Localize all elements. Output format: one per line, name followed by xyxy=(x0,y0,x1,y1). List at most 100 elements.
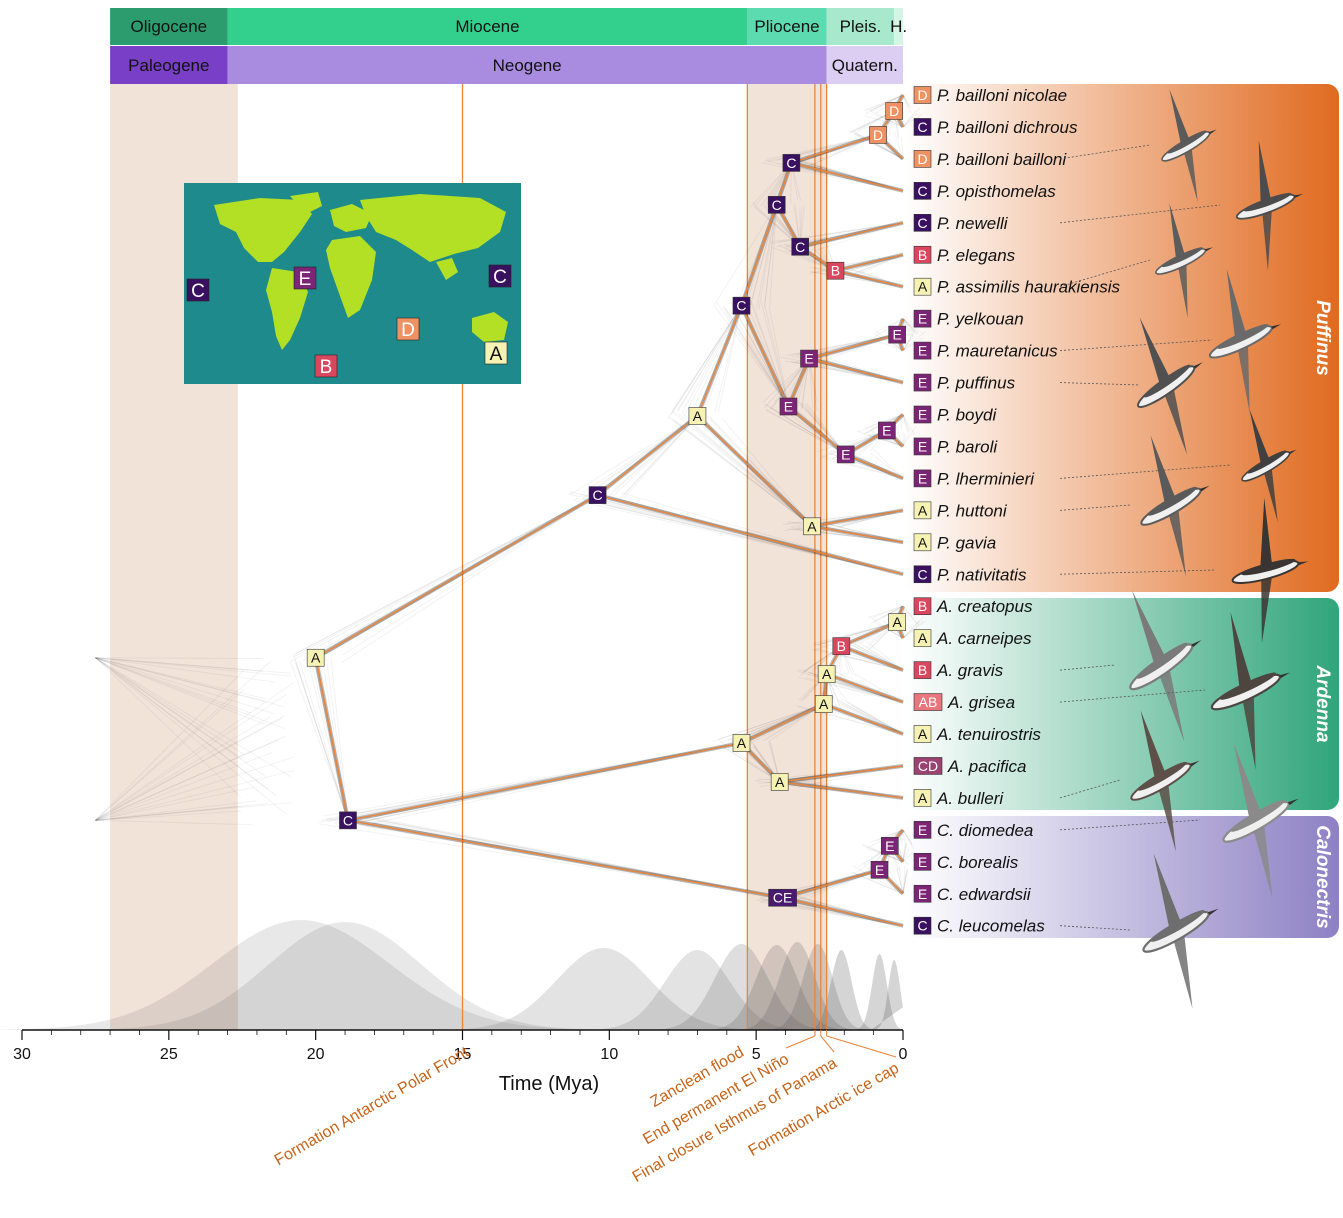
branch-4 xyxy=(697,306,741,416)
taxon-name: P. newelli xyxy=(937,214,1009,233)
taxon-name: C. edwardsii xyxy=(937,885,1032,904)
node-badge-label: A xyxy=(311,650,321,666)
node-badge-label: A xyxy=(775,774,785,790)
taxon-name: P. mauretanicus xyxy=(937,342,1058,361)
node-badge-label: C xyxy=(772,197,782,213)
period-label-1: Neogene xyxy=(493,56,562,75)
branch-2 xyxy=(598,416,698,495)
genus-label-puffinus: Puffinus xyxy=(1312,300,1333,376)
map-area-4: B xyxy=(315,355,337,378)
epoch-label-2: Pliocene xyxy=(754,17,819,36)
node-badge-n8: E xyxy=(889,326,906,343)
node-badge-n5: C xyxy=(768,196,785,213)
map-area-label: B xyxy=(320,357,333,378)
x-axis-title: Time (Mya) xyxy=(499,1073,599,1095)
node-badge-n13: A xyxy=(689,407,706,424)
node-badge-label: E xyxy=(784,399,793,415)
epoch-label-3: Pleis. xyxy=(840,17,882,36)
period-label-0: Paleogene xyxy=(128,56,209,75)
node-badge-label: C xyxy=(786,155,796,171)
taxon-area-label: A xyxy=(918,534,928,550)
map-area-1: E xyxy=(294,267,316,290)
taxon-area-label: E xyxy=(918,854,927,870)
taxon-name: P. bailloni nicolae xyxy=(937,86,1067,105)
epoch-label-0: Oligocene xyxy=(131,17,208,36)
event-leader-b-4 xyxy=(827,1036,896,1057)
genus-label-ardenna: Ardenna xyxy=(1312,664,1333,743)
event-leader-b-3 xyxy=(821,1036,834,1052)
node-badge-n6: B xyxy=(827,262,844,279)
event-leader-b-2 xyxy=(786,1036,815,1048)
map-area-label: A xyxy=(490,344,503,365)
node-badge-label: A xyxy=(892,614,902,630)
node-badge-label: C xyxy=(343,812,353,828)
taxon-name: A. carneipes xyxy=(936,629,1032,648)
branch-19 xyxy=(835,271,903,287)
node-badge-n16: A xyxy=(307,649,324,666)
x-tick-label: 0 xyxy=(899,1046,908,1063)
node-badge-n21: A xyxy=(733,734,750,751)
node-badge-label: C xyxy=(593,487,603,503)
taxon-name: A. pacifica xyxy=(947,757,1026,776)
node-badge-label: E xyxy=(841,446,850,462)
taxon-area-label: B xyxy=(918,247,927,263)
node-badge-label: D xyxy=(873,127,883,143)
node-badge-label: D xyxy=(889,103,899,119)
taxon-area-label: A xyxy=(918,726,928,742)
taxon-area-label: E xyxy=(918,311,927,327)
node-badge-n14: A xyxy=(803,518,820,535)
map-area-3: D xyxy=(397,318,419,341)
taxon-area-label: E xyxy=(918,822,927,838)
node-badge-n17: A xyxy=(889,614,906,631)
node-badge-n12: E xyxy=(837,446,854,463)
node-badge-label: A xyxy=(693,408,703,424)
node-badge-n18: B xyxy=(833,638,850,655)
node-badge-n2: D xyxy=(870,126,887,143)
branch-32 xyxy=(348,743,742,820)
taxon-area-label: C xyxy=(917,119,927,135)
node-badge-n23: E xyxy=(881,837,898,854)
map-area-label: E xyxy=(299,269,312,290)
node-badge-n19: A xyxy=(818,666,835,683)
taxon-name: P. elegans xyxy=(937,246,1016,265)
taxon-area-label: C xyxy=(917,183,927,199)
branch-37 xyxy=(824,704,903,734)
x-tick-label: 5 xyxy=(752,1046,761,1063)
period-label-2: Quatern. xyxy=(832,56,898,75)
node-badge-label: C xyxy=(795,239,805,255)
node-badge-label: E xyxy=(804,351,813,367)
map-area-5: A xyxy=(485,342,507,365)
taxon-row: A P. gavia xyxy=(914,533,996,552)
node-badge-label: A xyxy=(737,735,747,751)
cloud-edge-0 xyxy=(290,495,597,662)
node-badge-label: A xyxy=(819,696,829,712)
x-tick-label: 20 xyxy=(307,1046,325,1063)
x-tick-label: 30 xyxy=(13,1046,31,1063)
taxon-name: P. huttoni xyxy=(937,501,1008,520)
node-badge-label: A xyxy=(822,666,832,682)
taxon-area-label: E xyxy=(918,375,927,391)
taxon-name: A. bulleri xyxy=(936,789,1004,808)
taxon-area-label: A xyxy=(918,790,928,806)
taxon-name: P. gavia xyxy=(937,533,996,552)
taxon-area-label: A xyxy=(918,502,928,518)
node-badge-label: E xyxy=(875,862,884,878)
taxon-area-label: A xyxy=(918,279,928,295)
node-badge-label: CE xyxy=(773,890,792,906)
taxon-name: P. boydi xyxy=(937,406,997,425)
node-badge-n15: C xyxy=(589,487,606,504)
taxon-name: A. gravis xyxy=(936,661,1004,680)
taxon-name: P. lherminieri xyxy=(937,469,1035,488)
node-badge-n4: C xyxy=(792,238,809,255)
node-badge-label: C xyxy=(736,298,746,314)
